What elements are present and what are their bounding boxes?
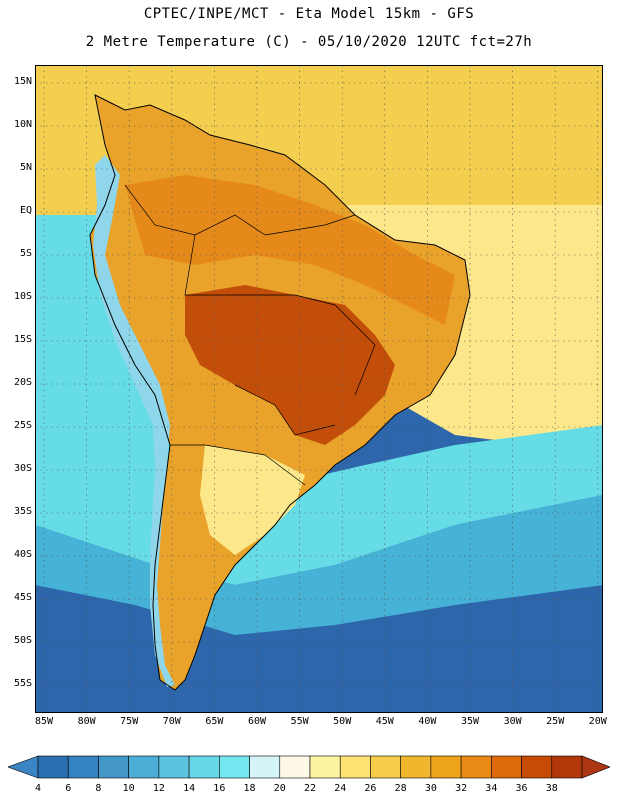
latitude-label: 25S xyxy=(13,420,32,431)
temperature-map xyxy=(35,65,603,713)
longitude-label: 25W xyxy=(546,716,565,727)
colorbar-tick-label: 10 xyxy=(122,783,135,794)
latitude-label: 45S xyxy=(13,592,32,603)
andes-cold-ridge xyxy=(93,155,175,687)
coastline xyxy=(89,94,471,691)
colorbar-segment xyxy=(279,755,311,779)
map-title-line-1: CPTEC/INPE/MCT - Eta Model 15km - GFS xyxy=(143,6,475,22)
colorbar-tick-label: 20 xyxy=(273,783,286,794)
latitude-label: 30S xyxy=(13,463,32,474)
longitude-label: 45W xyxy=(375,716,394,727)
colorbar-segment xyxy=(37,755,69,779)
latitude-label: 55S xyxy=(13,678,32,689)
warm-amazon-region xyxy=(125,175,455,325)
colorbar-tick-label: 22 xyxy=(303,783,317,794)
colorbar-segment xyxy=(339,755,371,779)
longitude-label: 50W xyxy=(333,716,352,727)
colorbar-segment xyxy=(128,755,160,779)
map-frame xyxy=(35,65,603,713)
longitude-label: 55W xyxy=(290,716,309,727)
colorbar-tick-label: 34 xyxy=(485,783,498,794)
colorbar-tick-label: 28 xyxy=(394,783,407,794)
latitude-label: 5N xyxy=(19,162,32,173)
latitude-label: 15S xyxy=(13,334,32,345)
colorbar-tick-label: 30 xyxy=(424,783,437,794)
colorbar-segment xyxy=(188,755,220,779)
longitude-label: 20W xyxy=(588,716,607,727)
map-title-line-2: 2 Metre Temperature (C) - 05/10/2020 12U… xyxy=(85,34,533,50)
colorbar-tick-label: 26 xyxy=(364,783,377,794)
longitude-label: 85W xyxy=(34,716,54,727)
colorbar-tick-label: 4 xyxy=(34,783,42,794)
colorbar-segment xyxy=(249,755,281,779)
colorbar-tick-label: 12 xyxy=(152,783,165,794)
longitude-label: 60W xyxy=(247,716,267,727)
colorbar-segment xyxy=(400,755,432,779)
colorbar-tick-label: 6 xyxy=(65,783,72,794)
colorbar-segment xyxy=(460,755,492,779)
colorbar-segment xyxy=(521,755,553,779)
colorbar-segment xyxy=(309,755,341,779)
colorbar-tick-label: 36 xyxy=(515,783,528,794)
colorbar-low-arrow xyxy=(8,755,39,779)
colorbar-tick-label: 8 xyxy=(95,783,102,794)
latitude-label: 5S xyxy=(19,248,32,259)
longitude-label: 30W xyxy=(503,716,522,727)
latitude-label: 15N xyxy=(13,76,32,87)
colorbar-high-arrow xyxy=(581,755,610,779)
latitude-label: EQ xyxy=(19,205,32,216)
colorbar-tick-label: 14 xyxy=(183,783,196,794)
latitude-label: 20S xyxy=(13,377,32,388)
longitude-label: 40W xyxy=(418,716,437,727)
colorbar-segment xyxy=(551,755,583,779)
colorbar-segment xyxy=(430,755,462,779)
colorbar-segment xyxy=(158,755,190,779)
colorbar-segment xyxy=(67,755,99,779)
southern-cone-mild-region xyxy=(200,445,305,555)
colorbar-tick-label: 24 xyxy=(334,783,347,794)
colorbar-tick-label: 32 xyxy=(455,783,468,794)
latitude-label: 35S xyxy=(13,506,32,517)
longitude-label: 80W xyxy=(77,716,96,727)
country-borders xyxy=(124,184,376,486)
colorbar-segment xyxy=(491,755,522,779)
latitude-label: 10N xyxy=(13,119,32,130)
colorbar-tick-label: 38 xyxy=(545,783,558,794)
latitude-label: 40S xyxy=(13,549,32,560)
colorbar-segment xyxy=(219,755,250,779)
longitude-label: 65W xyxy=(205,716,224,727)
colorbar-segment xyxy=(98,755,129,779)
graticule xyxy=(35,65,603,713)
colorbar-tick-label: 16 xyxy=(213,783,226,794)
longitude-label: 35W xyxy=(460,716,480,727)
colorbar-tick-label: 18 xyxy=(243,783,256,794)
latitude-label: 50S xyxy=(13,635,32,646)
temperature-colorbar xyxy=(8,755,610,779)
colorbar-segment xyxy=(370,755,401,779)
longitude-label: 75W xyxy=(120,716,139,727)
longitude-label: 70W xyxy=(162,716,181,727)
latitude-label: 10S xyxy=(13,291,32,302)
